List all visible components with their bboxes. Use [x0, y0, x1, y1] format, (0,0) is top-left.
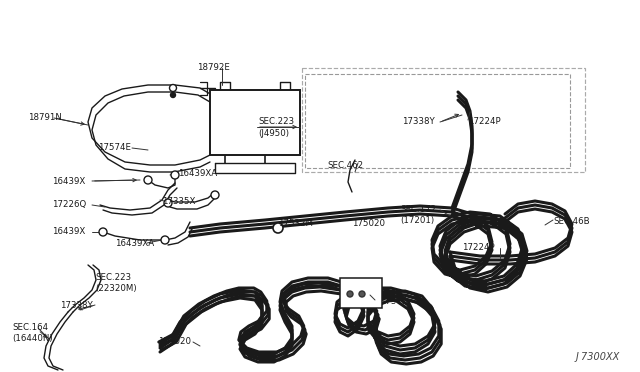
- Text: (16440N): (16440N): [12, 334, 52, 343]
- Text: 17224P: 17224P: [462, 244, 495, 253]
- Circle shape: [211, 191, 219, 199]
- Text: 17335X: 17335X: [162, 198, 195, 206]
- Circle shape: [170, 84, 177, 92]
- Text: 16439X: 16439X: [52, 228, 85, 237]
- Text: SEC.223: SEC.223: [95, 273, 131, 282]
- Text: 17224P: 17224P: [468, 118, 500, 126]
- Text: 18791N: 18791N: [28, 113, 62, 122]
- Circle shape: [164, 199, 172, 207]
- Text: 175020: 175020: [158, 337, 191, 346]
- Circle shape: [273, 223, 283, 233]
- Circle shape: [347, 291, 353, 297]
- Circle shape: [359, 291, 365, 297]
- Text: 17338Y: 17338Y: [402, 118, 435, 126]
- Bar: [210, 90, 300, 155]
- Text: SEC.172: SEC.172: [400, 205, 436, 215]
- Text: SEC.164: SEC.164: [12, 324, 48, 333]
- Text: SEC.223: SEC.223: [258, 118, 294, 126]
- Text: SEC.46B: SEC.46B: [553, 218, 589, 227]
- Circle shape: [99, 228, 107, 236]
- Text: 16439XA: 16439XA: [178, 170, 217, 179]
- Text: 175020: 175020: [352, 219, 385, 228]
- Text: J 7300XX: J 7300XX: [576, 352, 620, 362]
- Bar: [340, 278, 382, 308]
- Text: SEC.462: SEC.462: [327, 160, 363, 170]
- Text: 17532M: 17532M: [278, 219, 313, 228]
- Text: (J4950): (J4950): [258, 128, 289, 138]
- Text: 16439X: 16439X: [52, 176, 85, 186]
- Text: 17575: 17575: [380, 298, 408, 307]
- Circle shape: [171, 171, 179, 179]
- Text: (22320M): (22320M): [95, 285, 136, 294]
- Circle shape: [170, 93, 175, 97]
- Circle shape: [144, 176, 152, 184]
- Text: (17201): (17201): [400, 217, 434, 225]
- Text: 17226Q: 17226Q: [52, 201, 86, 209]
- Text: 17338Y: 17338Y: [60, 301, 93, 310]
- Text: 18792E: 18792E: [197, 64, 230, 73]
- Text: 17574E: 17574E: [98, 144, 131, 153]
- Circle shape: [161, 236, 169, 244]
- Text: 16439XA: 16439XA: [115, 240, 154, 248]
